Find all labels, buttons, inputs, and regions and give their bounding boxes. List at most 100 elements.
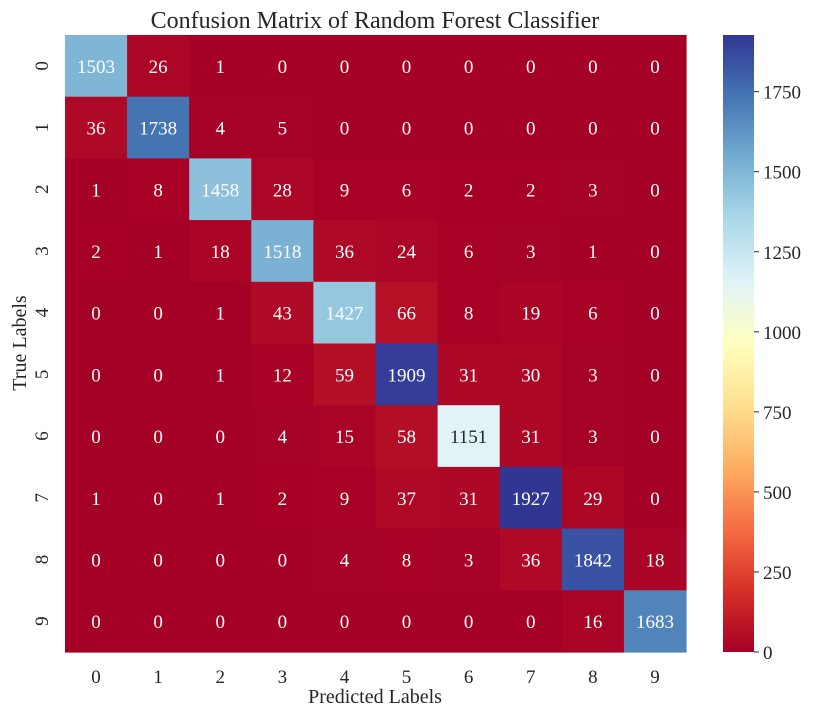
cell-value-label: 0 <box>650 180 660 201</box>
cell-value-label: 37 <box>397 489 416 510</box>
y-tick-label: 3 <box>32 246 53 256</box>
cell-value-label: 0 <box>650 242 660 263</box>
cell-value-label: 59 <box>335 365 354 386</box>
cell-value-label: 58 <box>397 427 416 448</box>
heatmap-cell <box>499 405 563 468</box>
cell-value-label: 3 <box>588 365 598 386</box>
cell-value-label: 0 <box>340 119 350 140</box>
heatmap-cell <box>127 343 190 406</box>
heatmap-cell <box>313 281 377 345</box>
heatmap-cell <box>499 528 563 591</box>
heatmap-cell <box>375 96 439 159</box>
cell-value-label: 0 <box>278 612 288 633</box>
cell-value-label: 3 <box>588 427 598 448</box>
heatmap-cell <box>251 343 314 406</box>
x-tick-label: 7 <box>526 667 536 688</box>
cell-value-label: 0 <box>650 365 660 386</box>
cell-value-label: 9 <box>340 489 350 510</box>
heatmap-cell <box>189 466 252 530</box>
x-tick-label: 5 <box>402 667 412 688</box>
heatmap-cell <box>437 590 501 653</box>
heatmap-cell <box>499 96 563 159</box>
heatmap-cell <box>375 281 439 345</box>
cell-value-label: 2 <box>526 180 536 201</box>
cell-value-label: 2 <box>464 180 474 201</box>
x-tick-label: 8 <box>588 667 598 688</box>
cell-value-label: 1 <box>153 242 163 263</box>
cell-value-label: 0 <box>464 612 474 633</box>
x-tick-label: 2 <box>216 667 226 688</box>
cell-value-label: 1458 <box>201 180 239 201</box>
cell-value-label: 6 <box>464 242 474 263</box>
cell-value-label: 2 <box>278 489 288 510</box>
heatmap-cells: 1503 26 1 0 0 0 0 0 0 036 1738 4 5 0 0 0 0 0 01 8 1458 28 9 6 2 2… <box>65 35 687 653</box>
heatmap-cell <box>189 281 252 345</box>
heatmap-cell <box>313 343 377 406</box>
heatmap-cell <box>251 35 314 98</box>
cell-value-label: 0 <box>278 550 288 571</box>
y-tick-label: 8 <box>32 555 53 565</box>
cell-value-label: 0 <box>340 57 350 78</box>
heatmap-cell <box>65 158 128 221</box>
heatmap-cell <box>313 158 377 221</box>
cell-value-label: 1842 <box>574 550 612 571</box>
heatmap-cell <box>561 96 625 159</box>
heatmap-cell <box>313 528 377 591</box>
cell-value-label: 0 <box>153 427 163 448</box>
colorbar <box>723 35 754 652</box>
heatmap-cell <box>127 220 190 283</box>
cell-value-label: 28 <box>273 180 292 201</box>
y-axis-label: True Labels <box>9 295 31 391</box>
cell-value-label: 43 <box>273 304 292 325</box>
cell-value-label: 0 <box>402 612 412 633</box>
cell-value-label: 1 <box>216 365 226 386</box>
cell-value-label: 0 <box>91 427 101 448</box>
cell-value-label: 0 <box>153 365 163 386</box>
heatmap-cell <box>561 343 625 406</box>
cell-value-label: 31 <box>459 489 478 510</box>
heatmap-cell <box>623 220 687 283</box>
colorbar-tick-label: 1000 <box>763 323 801 344</box>
heatmap-cell <box>189 35 252 98</box>
heatmap-cell <box>189 96 252 159</box>
heatmap-cell <box>623 590 687 653</box>
cell-value-label: 3 <box>588 180 598 201</box>
cell-value-label: 0 <box>650 489 660 510</box>
heatmap-cell <box>251 466 314 530</box>
cell-value-label: 9 <box>340 180 350 201</box>
cell-value-label: 0 <box>216 550 226 571</box>
cell-value-label: 0 <box>91 365 101 386</box>
heatmap-cell <box>65 281 128 345</box>
cell-value-label: 0 <box>588 57 598 78</box>
y-tick-label: 6 <box>32 431 53 441</box>
heatmap-cell <box>437 158 501 221</box>
heatmap-cell <box>561 158 625 221</box>
cell-value-label: 1 <box>588 242 598 263</box>
heatmap-cell <box>623 343 687 406</box>
heatmap-cell <box>375 466 439 530</box>
heatmap-cell <box>251 405 314 468</box>
heatmap-cell <box>375 35 439 98</box>
x-tick-label: 3 <box>278 667 288 688</box>
cell-value-label: 1909 <box>388 365 426 386</box>
heatmap-cell <box>313 405 377 468</box>
x-tick-label: 4 <box>340 667 350 688</box>
colorbar-tick-label: 500 <box>763 483 792 504</box>
heatmap-cell <box>437 281 501 345</box>
cell-value-label: 0 <box>153 550 163 571</box>
cell-value-label: 0 <box>91 612 101 633</box>
cell-value-label: 36 <box>87 119 106 140</box>
cell-value-label: 0 <box>650 427 660 448</box>
cell-value-label: 0 <box>588 119 598 140</box>
cell-value-label: 0 <box>91 550 101 571</box>
x-axis-label: Predicted Labels <box>308 686 442 708</box>
cell-value-label: 1427 <box>325 304 363 325</box>
cell-value-label: 19 <box>521 304 540 325</box>
heatmap-cell <box>65 405 128 468</box>
cell-value-label: 0 <box>402 119 412 140</box>
cell-value-label: 0 <box>153 304 163 325</box>
cell-value-label: 8 <box>153 180 163 201</box>
heatmap-cell <box>623 466 687 530</box>
cell-value-label: 12 <box>273 365 292 386</box>
